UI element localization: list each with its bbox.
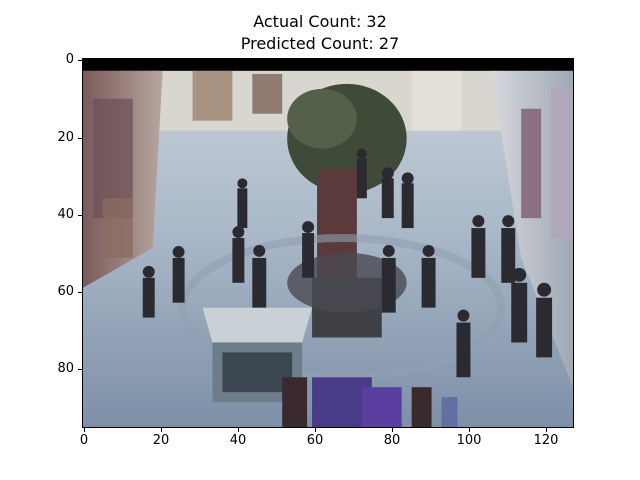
- top-black-strip: [83, 59, 573, 71]
- y-tick-label: 40: [57, 207, 74, 222]
- y-tick-label: 80: [57, 361, 74, 376]
- y-tick-mark: [78, 215, 82, 216]
- x-tick-mark: [84, 428, 85, 432]
- y-tick-mark: [78, 292, 82, 293]
- y-tick-label: 20: [57, 130, 74, 145]
- x-tick-label: 40: [229, 433, 247, 448]
- people: [142, 148, 553, 378]
- y-tick-label: 0: [65, 52, 74, 67]
- y-tick-mark: [78, 60, 82, 61]
- x-tick-mark: [546, 428, 547, 432]
- image-axes: [82, 58, 574, 428]
- title-actual-count: Actual Count: 32: [253, 12, 387, 31]
- title-predicted-count: Predicted Count: 27: [240, 34, 400, 53]
- x-tick-label: 80: [383, 433, 401, 448]
- x-tick-mark: [161, 428, 162, 432]
- y-tick-mark: [78, 138, 82, 139]
- y-tick-mark: [78, 369, 82, 370]
- x-tick-label: 100: [456, 433, 482, 448]
- x-tick-mark: [469, 428, 470, 432]
- x-tick-label: 0: [79, 433, 89, 448]
- x-tick-label: 120: [533, 433, 559, 448]
- x-tick-label: 20: [152, 433, 170, 448]
- y-tick-label: 60: [57, 284, 74, 299]
- x-tick-mark: [315, 428, 316, 432]
- x-tick-mark: [392, 428, 393, 432]
- kiosk-roof: [202, 307, 313, 343]
- x-tick-label: 60: [306, 433, 324, 448]
- crowd-photo: [83, 59, 573, 427]
- x-tick-mark: [238, 428, 239, 432]
